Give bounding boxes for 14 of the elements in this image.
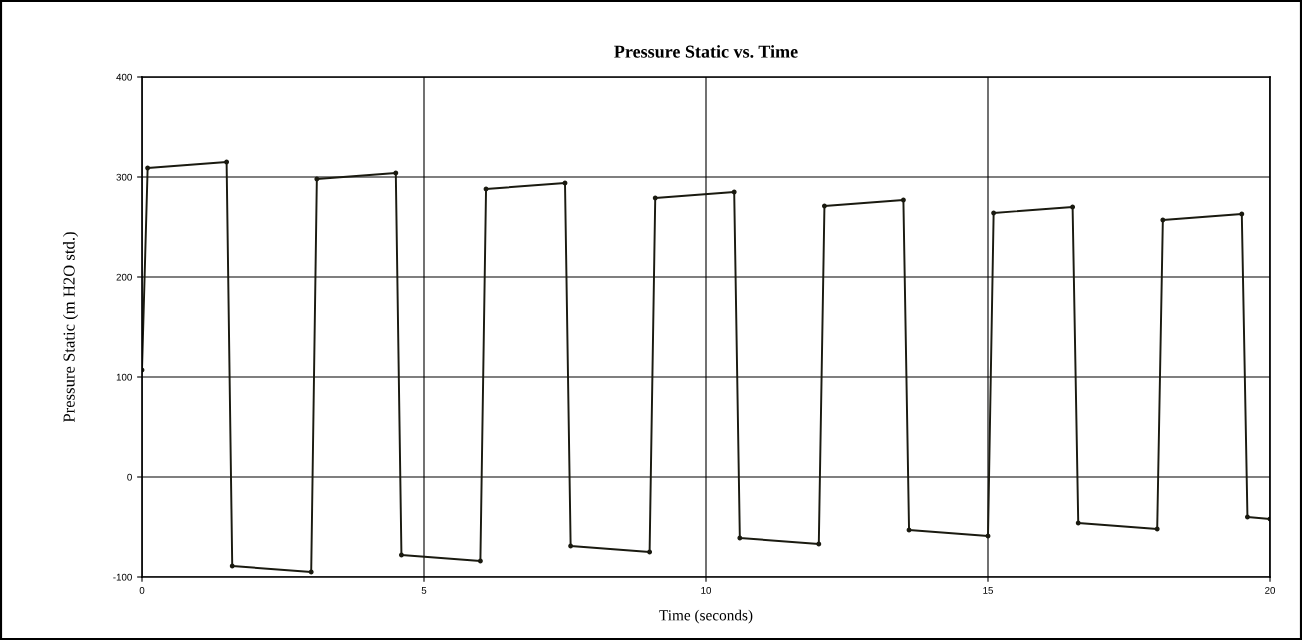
chart-title: Pressure Static vs. Time bbox=[614, 45, 798, 58]
y-tick-label: 0 bbox=[127, 473, 132, 481]
x-tick-label: 5 bbox=[421, 587, 427, 594]
x-tick-label: 15 bbox=[983, 587, 993, 594]
y-tick-label: -100 bbox=[113, 573, 132, 581]
y-tick-label: 300 bbox=[116, 173, 132, 181]
x-tick-label: 10 bbox=[701, 586, 712, 594]
x-tick-label: 20 bbox=[1265, 586, 1276, 594]
y-tick-label: 200 bbox=[116, 273, 132, 281]
x-tick-label: 0 bbox=[139, 586, 145, 594]
y-tick-label: 400 bbox=[116, 73, 132, 81]
y-tick-label: 100 bbox=[116, 373, 132, 381]
y-axis-title: Pressure Static (m H2O std.) bbox=[62, 232, 79, 423]
x-axis-title: Time (seconds) bbox=[659, 609, 753, 624]
